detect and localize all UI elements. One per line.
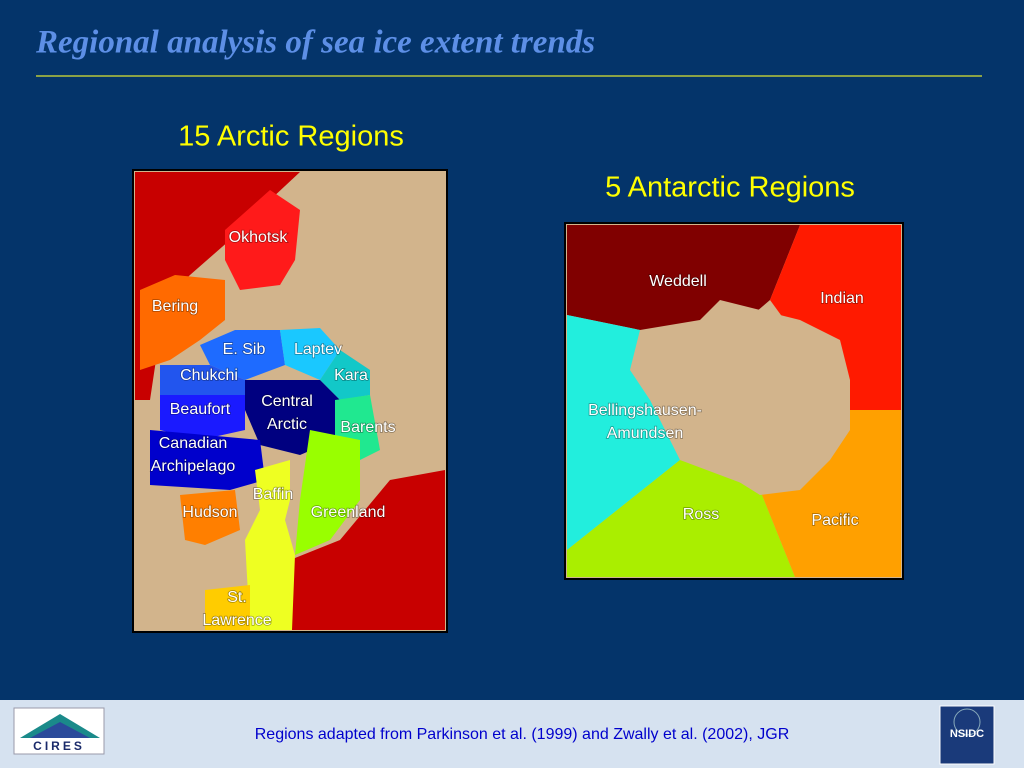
region-label: Central [261, 393, 313, 410]
region-label: Okhotsk [229, 229, 289, 246]
arctic-heading: 15 Arctic Regions [178, 121, 404, 153]
region-label: Hudson [182, 504, 237, 521]
region-label: Laptev [294, 341, 342, 358]
region-label: Ross [683, 506, 719, 523]
slide-title: Regional analysis of sea ice extent tren… [35, 25, 595, 61]
region-label: Weddell [649, 273, 707, 290]
footer: CIRES Regions adapted from Parkinson et … [0, 700, 1024, 768]
antarctic-map [564, 222, 904, 580]
region-label: St. [227, 589, 247, 606]
region-label: Amundsen [607, 425, 684, 442]
region-label: Kara [334, 367, 368, 384]
region-label: Greenland [311, 504, 386, 521]
region-label: Barents [340, 419, 395, 436]
region-label: Lawrence [202, 612, 271, 629]
region-label: Bering [152, 298, 198, 315]
region-label: E. Sib [223, 341, 266, 358]
region-label: Indian [820, 290, 864, 307]
region-label: Chukchi [180, 367, 238, 384]
nsidc-logo: NSIDC [950, 728, 984, 740]
antarctic-heading: 5 Antarctic Regions [605, 172, 855, 204]
region-label: Pacific [811, 512, 858, 529]
arctic-map [132, 169, 448, 633]
region-label: Bellingshausen- [588, 402, 702, 419]
region-label: Archipelago [151, 458, 236, 475]
cires-logo: CIRES [33, 739, 85, 753]
region-label: Beaufort [170, 401, 231, 418]
citation: Regions adapted from Parkinson et al. (1… [255, 726, 790, 743]
region-label: Baffin [253, 486, 294, 503]
region-label: Canadian [159, 435, 228, 452]
region-label: Arctic [267, 416, 307, 433]
